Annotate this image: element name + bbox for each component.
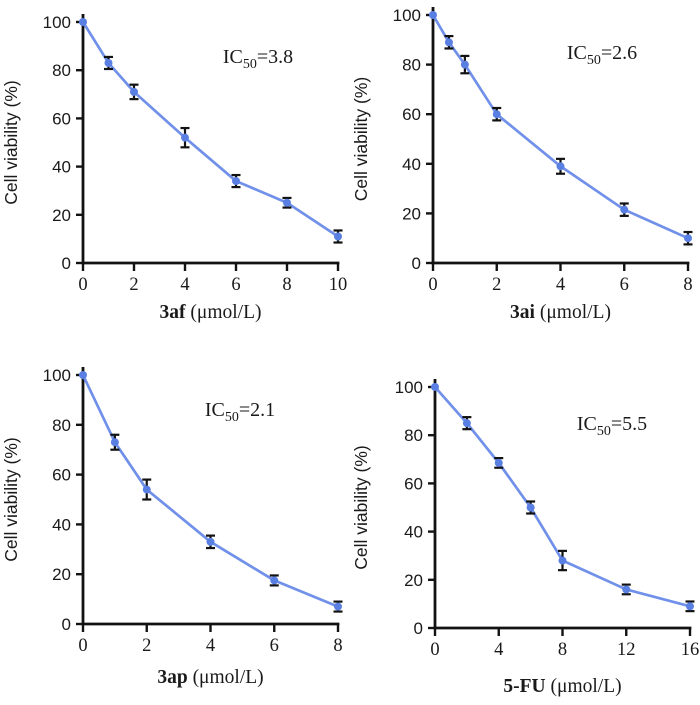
data-point-marker [684, 234, 692, 243]
y-tick-label: 100 [43, 366, 71, 385]
data-point-marker [110, 438, 119, 447]
y-tick-label: 100 [395, 378, 423, 397]
ic50-annotation: IC50=3.8 [223, 46, 293, 72]
data-point-marker [142, 485, 151, 494]
data-point-marker [620, 205, 629, 214]
x-tick-label: 0 [428, 275, 437, 295]
data-point-marker [79, 18, 87, 26]
data-point-marker [334, 602, 342, 611]
x-tick-label: 0 [78, 275, 87, 295]
y-axis-title: Cell viability (%) [351, 77, 371, 201]
ic50-annotation: IC50=2.6 [567, 42, 637, 68]
y-tick-label: 20 [402, 204, 421, 223]
x-tick-label: 2 [129, 275, 138, 295]
chart-3af: 0 20 40 60 80 100 0 2 4 6 8 10 Cell viability (%) 3af… [0, 0, 350, 352]
y-tick-label: 40 [402, 155, 421, 174]
x-tick-label: 8 [282, 275, 291, 295]
data-point-marker [462, 419, 471, 428]
y-tick-label: 0 [412, 254, 421, 273]
series-line [433, 385, 692, 608]
y-tick-label: 60 [402, 105, 421, 124]
data-point-marker [444, 38, 453, 47]
y-tick-label: 80 [52, 416, 71, 435]
x-tick-label: 8 [333, 636, 342, 656]
x-tick-label: 2 [492, 275, 501, 295]
y-tick-label: 60 [52, 109, 71, 128]
x-tick-label: 6 [270, 636, 279, 656]
data-point-marker [622, 585, 631, 594]
series-line [81, 373, 340, 608]
x-tick-label: 4 [180, 275, 189, 295]
data-point-marker [181, 133, 189, 142]
data-point-marker [104, 58, 113, 67]
y-tick-label: 80 [402, 56, 421, 75]
data-point-marker [526, 503, 535, 512]
chart-3ap: 0 20 40 60 80 100 0 2 4 6 8 Cell viability (%) 3ap (… [0, 352, 350, 705]
x-tick-label: 8 [683, 275, 692, 295]
y-tick-label: 100 [393, 6, 421, 25]
x-tick-label: 12 [617, 640, 636, 660]
y-tick-label: 40 [52, 515, 71, 534]
y-tick-label: 60 [404, 474, 423, 493]
series-line [81, 20, 340, 238]
x-tick-label: 8 [558, 640, 567, 660]
chart-5-fu: 0 20 40 60 80 100 0 4 8 12 16 Cell viability (%) 5-F… [350, 352, 700, 705]
y-axis-title: Cell viability (%) [351, 445, 371, 569]
data-point-marker [79, 371, 87, 379]
series-line [431, 13, 690, 240]
x-tick-label: 4 [494, 640, 503, 660]
chart-canvas-3ai: 0 20 40 60 80 100 0 2 4 6 8 Cell viability (%) 3ai (… [351, 6, 693, 323]
data-point-marker [460, 60, 469, 69]
ic50-annotation: IC50=5.5 [577, 413, 647, 439]
x-tick-label: 0 [78, 636, 87, 656]
y-tick-label: 0 [62, 254, 71, 273]
data-point-marker [232, 177, 240, 186]
y-tick-label: 60 [52, 466, 71, 485]
data-point-marker [556, 162, 565, 171]
y-tick-label: 40 [404, 523, 423, 542]
y-tick-label: 20 [52, 565, 71, 584]
x-axis-title: 5-FU (μmol/L) [503, 676, 621, 697]
data-point-marker [206, 537, 215, 546]
data-point-marker [431, 383, 439, 391]
chart-canvas-3ap: 0 20 40 60 80 100 0 2 4 6 8 Cell viability (%) 3ap (… [1, 366, 343, 688]
y-tick-label: 0 [414, 619, 423, 638]
chart-canvas-3af: 0 20 40 60 80 100 0 2 4 6 8 10 Cell viability (%) 3af… [1, 13, 348, 323]
ic50-annotation: IC50=2.1 [205, 399, 275, 425]
x-tick-label: 6 [231, 275, 240, 295]
y-tick-label: 20 [52, 206, 71, 225]
data-point-marker [492, 110, 501, 119]
data-point-marker [130, 87, 138, 96]
y-tick-label: 0 [62, 615, 71, 634]
x-tick-label: 4 [206, 636, 215, 656]
data-point-marker [429, 11, 437, 19]
data-point-marker [334, 232, 342, 241]
y-axis-title: Cell viability (%) [1, 80, 21, 204]
x-tick-label: 10 [329, 275, 348, 295]
data-point-marker [686, 602, 694, 611]
data-point-marker [494, 458, 503, 467]
x-axis-title: 3ai (μmol/L) [510, 302, 611, 323]
y-tick-label: 40 [52, 158, 71, 177]
x-tick-label: 2 [142, 636, 151, 656]
y-axis-title: Cell viability (%) [1, 437, 21, 561]
chart-canvas-5-FU: 0 20 40 60 80 100 0 4 8 12 16 Cell viability (%) 5-F… [351, 378, 700, 697]
y-tick-label: 80 [52, 61, 71, 80]
x-tick-label: 4 [556, 275, 565, 295]
x-tick-label: 16 [681, 640, 700, 660]
chart-3ai: 0 20 40 60 80 100 0 2 4 6 8 Cell viability (%) 3ai (… [350, 0, 700, 352]
x-tick-label: 0 [430, 640, 439, 660]
x-axis-title: 3af (μmol/L) [160, 302, 262, 323]
data-point-marker [283, 198, 291, 207]
x-tick-label: 6 [620, 275, 629, 295]
y-tick-label: 100 [43, 13, 71, 32]
y-tick-label: 20 [404, 571, 423, 590]
data-point-marker [270, 576, 279, 585]
data-point-marker [558, 556, 567, 565]
y-tick-label: 80 [404, 426, 423, 445]
x-axis-title: 3ap (μmol/L) [157, 667, 263, 688]
